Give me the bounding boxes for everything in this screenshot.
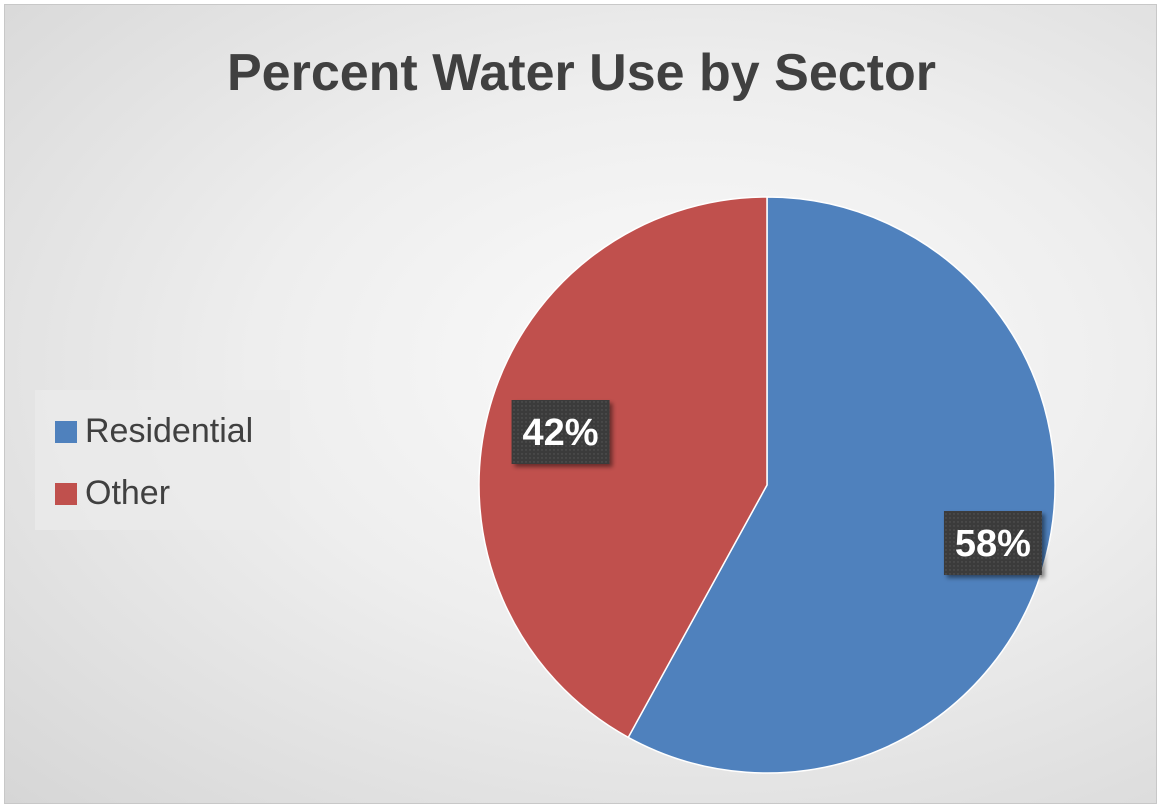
chart-area: Percent Water Use by Sector 58% 42% Resid… bbox=[4, 4, 1157, 804]
legend-label-residential: Residential bbox=[85, 412, 254, 450]
legend-label-other: Other bbox=[85, 474, 171, 512]
data-label-box-residential bbox=[943, 511, 1042, 576]
legend-item-other: Other bbox=[55, 474, 170, 513]
data-label-box-other bbox=[511, 399, 610, 464]
data-label-text-other: 42% bbox=[523, 412, 599, 454]
data-label-text-residential: 58% bbox=[955, 523, 1031, 565]
pie-chart: 58% 42% bbox=[478, 196, 1056, 774]
legend-item-residential: Residential bbox=[55, 412, 253, 451]
legend-swatch-other bbox=[55, 482, 77, 505]
pie-slice-other bbox=[478, 196, 768, 739]
legend-swatch-residential bbox=[55, 420, 77, 443]
pie-slice-residential bbox=[627, 196, 1056, 774]
data-label-other: 42% bbox=[511, 399, 610, 464]
data-label-residential: 58% bbox=[943, 511, 1042, 576]
chart-title: Percent Water Use by Sector bbox=[226, 44, 936, 102]
legend: Residential Other bbox=[35, 390, 290, 530]
